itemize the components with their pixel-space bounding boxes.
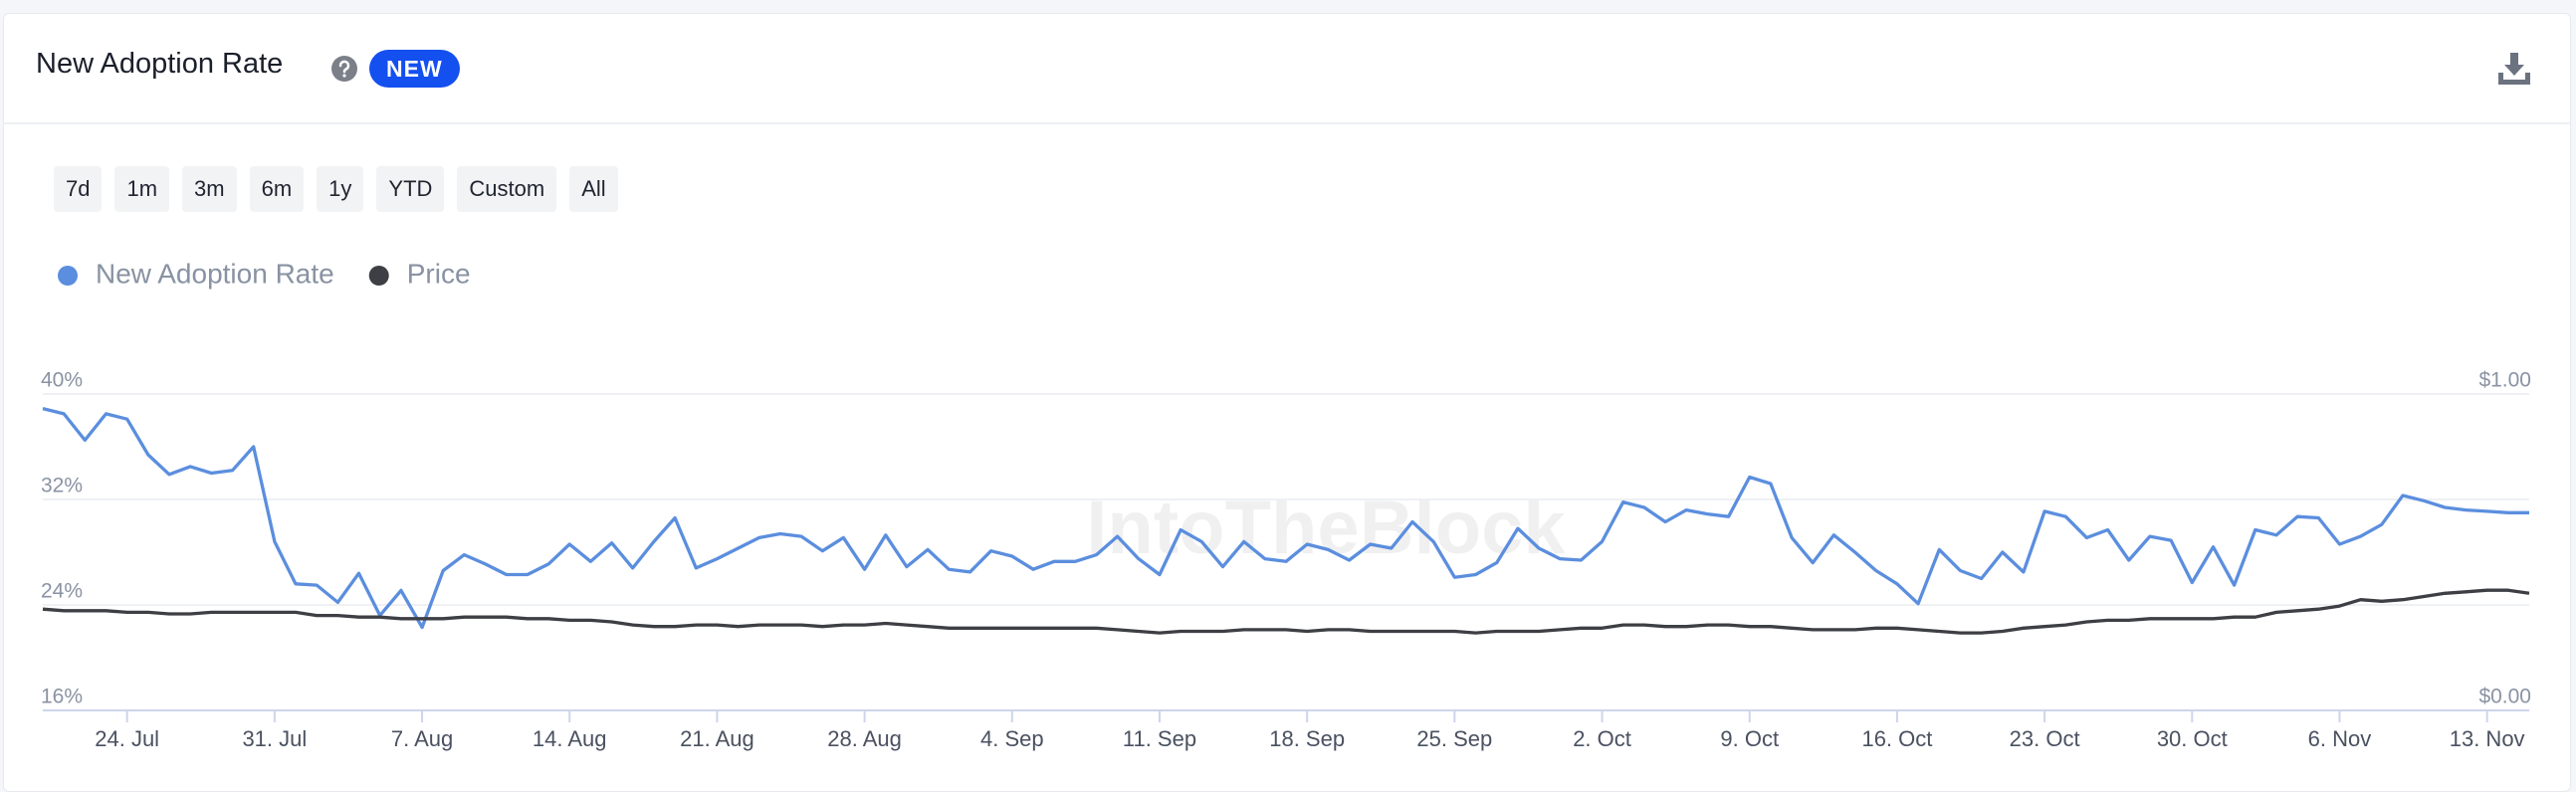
chart-card: New Adoption Rate NEW 7d 1m 3m 6m 1y YTD Custo… <box>3 13 2571 792</box>
range-button[interactable]: All <box>569 166 618 212</box>
help-icon[interactable] <box>330 55 358 83</box>
card-header: New Adoption Rate NEW <box>4 14 2570 124</box>
new-badge: NEW <box>369 50 460 88</box>
range-button[interactable]: Custom <box>457 166 557 212</box>
range-button[interactable]: 1m <box>114 166 170 212</box>
card-title: New Adoption Rate <box>36 48 284 80</box>
range-selector: 7d 1m 3m 6m 1y YTD Custom All <box>54 166 618 212</box>
range-button[interactable]: YTD <box>376 166 445 212</box>
range-button[interactable]: 3m <box>182 166 237 212</box>
range-button[interactable]: 6m <box>249 166 305 212</box>
range-button[interactable]: 7d <box>54 166 103 212</box>
range-button[interactable]: 1y <box>317 166 364 212</box>
download-icon[interactable] <box>2496 51 2532 87</box>
